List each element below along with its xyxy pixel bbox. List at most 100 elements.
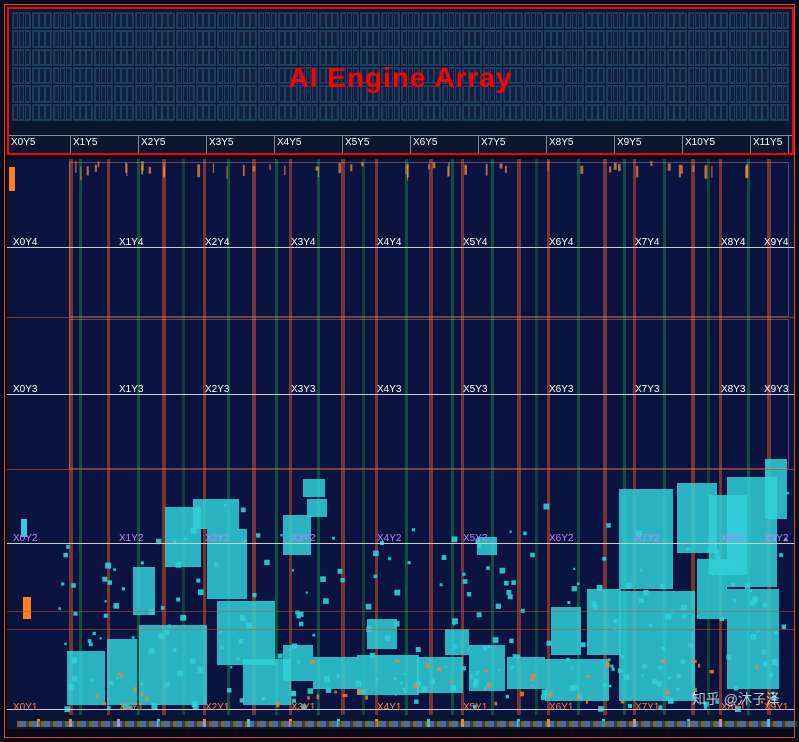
ai-tile — [544, 104, 563, 121]
ai-tile — [401, 104, 420, 121]
ai-tile — [12, 104, 31, 121]
ai-tile — [708, 12, 727, 29]
ai-tile — [94, 85, 113, 102]
ai-tile — [565, 12, 584, 29]
ai-tile — [114, 49, 133, 66]
ai-tile — [749, 67, 768, 84]
ai-tile — [32, 12, 51, 29]
ai-tile — [688, 85, 707, 102]
region-hline — [7, 709, 794, 710]
ai-tile — [340, 104, 359, 121]
ai-tile — [565, 104, 584, 121]
ai-tile — [196, 49, 215, 66]
ai-tile — [381, 104, 400, 121]
ai-tile — [770, 67, 789, 84]
ai-tile — [667, 67, 686, 84]
ai-tile — [12, 85, 31, 102]
ai-tile — [667, 30, 686, 47]
ai-tile — [155, 30, 174, 47]
ai-tile — [647, 12, 666, 29]
y5-region-labels: X0Y5X1Y5X2Y5X3Y5X4Y5X5Y5X6Y5X7Y5X8Y5X9Y5… — [9, 135, 792, 153]
ai-tile — [647, 104, 666, 121]
ai-tile — [708, 104, 727, 121]
ai-tile — [258, 67, 277, 84]
ai-tile — [585, 30, 604, 47]
ai-tile — [606, 67, 625, 84]
ai-tile — [237, 104, 256, 121]
ai-tile — [647, 30, 666, 47]
ai-tile — [462, 12, 481, 29]
ai-tile — [708, 30, 727, 47]
ai-tile — [73, 30, 92, 47]
sub-hline — [7, 317, 794, 318]
ai-tile — [258, 12, 277, 29]
ai-tile — [749, 85, 768, 102]
ai-tile — [32, 30, 51, 47]
ai-tile — [155, 67, 174, 84]
ai-tile — [319, 104, 338, 121]
ai-tile — [73, 49, 92, 66]
ai-tile — [155, 85, 174, 102]
pl-fabric-region: X0Y4X1Y4X2Y4X3Y4X4Y4X5Y4X6Y4X7Y4X8Y4X9Y4… — [7, 159, 794, 729]
ai-tile — [524, 85, 543, 102]
ai-tile — [401, 30, 420, 47]
ai-tile — [299, 12, 318, 29]
ai-tile — [155, 12, 174, 29]
ai-tile — [770, 104, 789, 121]
ai-tile — [340, 12, 359, 29]
ai-tile — [360, 30, 379, 47]
ai-tile — [503, 12, 522, 29]
ai-tile — [770, 12, 789, 29]
ai-tile — [524, 12, 543, 29]
ai-tile — [524, 67, 543, 84]
ai-tile — [729, 85, 748, 102]
ai-tile — [340, 30, 359, 47]
ai-tile — [12, 67, 31, 84]
ai-tile — [196, 30, 215, 47]
ai-tile — [626, 85, 645, 102]
utilization-layer — [7, 159, 794, 729]
ai-tile — [53, 49, 72, 66]
ai-tile — [135, 30, 154, 47]
ai-tile — [421, 30, 440, 47]
ai-tile — [360, 104, 379, 121]
ai-tile — [278, 12, 297, 29]
ai-tile — [729, 67, 748, 84]
ai-tile — [237, 12, 256, 29]
ai-engine-title: AI Engine Array — [288, 62, 512, 94]
ai-tile — [94, 67, 113, 84]
ai-tile — [32, 67, 51, 84]
ai-tile — [176, 67, 195, 84]
ai-tile — [32, 85, 51, 102]
ai-tile — [729, 12, 748, 29]
ai-tile — [688, 49, 707, 66]
ai-tile — [770, 85, 789, 102]
ai-engine-array-region: AI Engine Array X0Y5X1Y5X2Y5X3Y5X4Y5X5Y5… — [7, 7, 794, 155]
ai-tile — [544, 49, 563, 66]
region-label-x5y5: X5Y5 — [343, 136, 411, 153]
ai-tile — [626, 12, 645, 29]
ai-tile — [53, 104, 72, 121]
ai-tile — [196, 67, 215, 84]
ai-tile — [544, 30, 563, 47]
ai-tile — [94, 12, 113, 29]
ai-tile — [176, 104, 195, 121]
ai-tile — [688, 67, 707, 84]
ai-tile — [565, 85, 584, 102]
ai-tile — [258, 49, 277, 66]
ai-tile — [176, 85, 195, 102]
ai-tile — [258, 104, 277, 121]
ai-tile — [237, 67, 256, 84]
ai-tile — [12, 30, 31, 47]
ai-tile — [73, 67, 92, 84]
ai-tile — [53, 12, 72, 29]
ai-tile — [12, 12, 31, 29]
ai-tile — [606, 85, 625, 102]
ai-tile — [626, 67, 645, 84]
ai-tile — [503, 104, 522, 121]
watermark-text: 知乎 @沐子泽 — [692, 689, 780, 709]
sub-hline — [7, 469, 794, 470]
ai-tile — [606, 49, 625, 66]
ai-tile — [360, 12, 379, 29]
ai-tile — [442, 104, 461, 121]
